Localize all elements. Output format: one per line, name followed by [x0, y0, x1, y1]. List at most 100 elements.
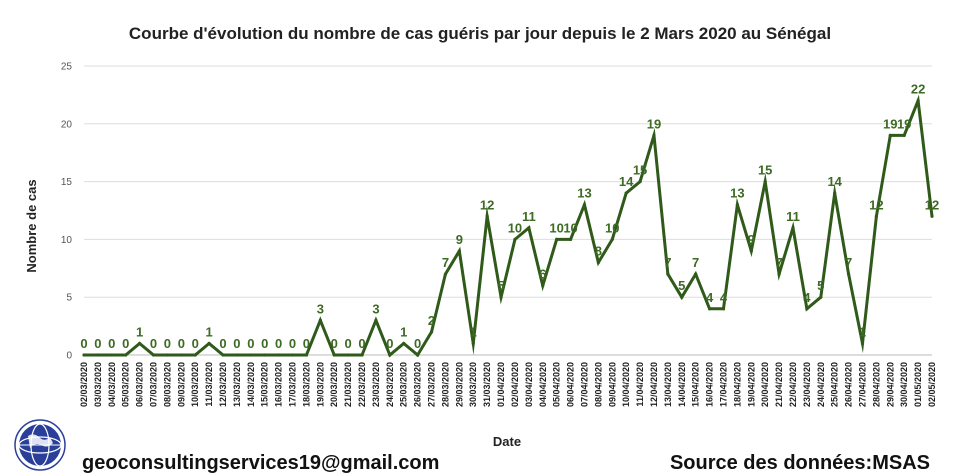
x-tick-label: 09/03/2020	[176, 362, 186, 407]
data-point	[652, 133, 656, 137]
x-tick-label: 05/03/2020	[121, 362, 131, 407]
data-source: Source des données:MSAS	[669, 452, 930, 474]
data-label: 12	[480, 197, 494, 212]
data-point	[916, 99, 920, 103]
data-point	[791, 226, 795, 230]
data-label: 0	[178, 336, 185, 351]
data-point	[277, 353, 281, 357]
x-tick-label: 14/04/2020	[677, 362, 687, 407]
data-label: 7	[664, 255, 671, 270]
data-point	[263, 353, 267, 357]
x-tick-label: 18/04/2020	[732, 362, 742, 407]
data-label: 12	[925, 197, 939, 212]
x-tick-label: 12/04/2020	[649, 362, 659, 407]
x-tick-label: 28/03/2020	[440, 362, 450, 407]
data-point	[179, 353, 183, 357]
data-label: 19	[883, 116, 897, 131]
x-tick-label: 21/03/2020	[343, 362, 353, 407]
data-point	[860, 341, 865, 346]
data-label: 6	[539, 267, 546, 282]
data-point	[416, 353, 420, 357]
data-label: 1	[205, 324, 212, 339]
data-point	[290, 353, 295, 357]
series-line	[82, 94, 934, 358]
x-tick-label: 23/03/2020	[371, 362, 381, 407]
data-label: 1	[400, 324, 407, 339]
data-point	[749, 249, 753, 253]
contact-email: geoconsultingservices19@gmail.com	[82, 452, 440, 474]
x-tick-label: 27/03/2020	[427, 362, 437, 407]
data-point	[763, 180, 767, 184]
x-tick-label: 28/04/2020	[871, 362, 881, 407]
data-point	[346, 353, 350, 357]
data-point	[735, 203, 739, 207]
x-tick-label: 25/04/2020	[830, 362, 840, 407]
data-point	[304, 353, 309, 357]
data-point	[902, 133, 906, 137]
x-tick-label: 29/04/2020	[885, 362, 895, 407]
x-tick-label: 24/04/2020	[816, 362, 826, 407]
data-label: 0	[150, 336, 157, 351]
data-label: 0	[247, 336, 254, 351]
data-point	[82, 353, 86, 357]
x-tick-label: 03/03/2020	[93, 362, 103, 407]
data-point	[235, 353, 239, 357]
y-tick-label: 5	[66, 293, 72, 304]
x-tick-label: 26/03/2020	[413, 362, 423, 407]
data-point	[513, 237, 517, 241]
data-label: 0	[192, 336, 199, 351]
data-label: 19	[647, 116, 661, 131]
data-label: 2	[428, 313, 435, 328]
x-tick-label: 02/04/2020	[510, 362, 520, 407]
x-tick-label: 01/05/2020	[913, 362, 923, 407]
x-tick-label: 11/03/2020	[204, 362, 214, 407]
data-point	[638, 180, 642, 184]
data-point	[388, 353, 392, 357]
data-label: 1	[470, 324, 477, 339]
logo	[14, 419, 66, 471]
data-label: 0	[414, 336, 421, 351]
data-point	[221, 353, 225, 357]
data-label: 0	[345, 336, 352, 351]
y-tick-label: 0	[66, 351, 72, 362]
data-point	[193, 353, 197, 357]
data-point	[165, 353, 170, 357]
data-label: 7	[442, 255, 449, 270]
data-point	[96, 353, 100, 357]
x-tick-label: 07/04/2020	[579, 362, 589, 407]
data-label: 0	[289, 336, 296, 351]
data-label: 5	[817, 278, 824, 293]
data-point	[374, 318, 378, 322]
data-label: 10	[605, 220, 619, 235]
y-tick-label: 10	[61, 235, 73, 246]
x-axis-label: Date	[493, 434, 521, 449]
series-path	[84, 94, 934, 358]
data-label: 15	[758, 163, 772, 178]
x-tick-label: 13/04/2020	[663, 362, 673, 407]
data-point	[207, 341, 211, 346]
data-point	[471, 341, 475, 346]
grid	[84, 65, 932, 356]
data-point	[805, 307, 809, 311]
x-tick-label: 16/03/2020	[274, 362, 284, 407]
x-tick-label: 12/03/2020	[218, 362, 228, 407]
x-tick-label: 17/04/2020	[718, 362, 728, 407]
data-label: 0	[122, 336, 129, 351]
x-tick-label: 01/04/2020	[496, 362, 506, 407]
x-tick-label: 07/03/2020	[149, 362, 159, 407]
x-tick-label: 30/03/2020	[468, 362, 478, 407]
data-label: 0	[275, 336, 282, 351]
data-label: 14	[827, 174, 842, 189]
data-label: 11	[786, 209, 800, 224]
data-point	[555, 237, 559, 241]
data-point	[721, 307, 726, 311]
data-point	[138, 341, 142, 346]
x-tick-label: 05/04/2020	[552, 362, 562, 407]
data-label: 12	[869, 197, 883, 212]
data-label: 7	[845, 255, 852, 270]
x-tick-label: 29/03/2020	[454, 362, 464, 407]
data-label: 11	[522, 209, 536, 224]
data-point	[707, 307, 712, 311]
x-tick-label: 26/04/2020	[844, 362, 854, 407]
